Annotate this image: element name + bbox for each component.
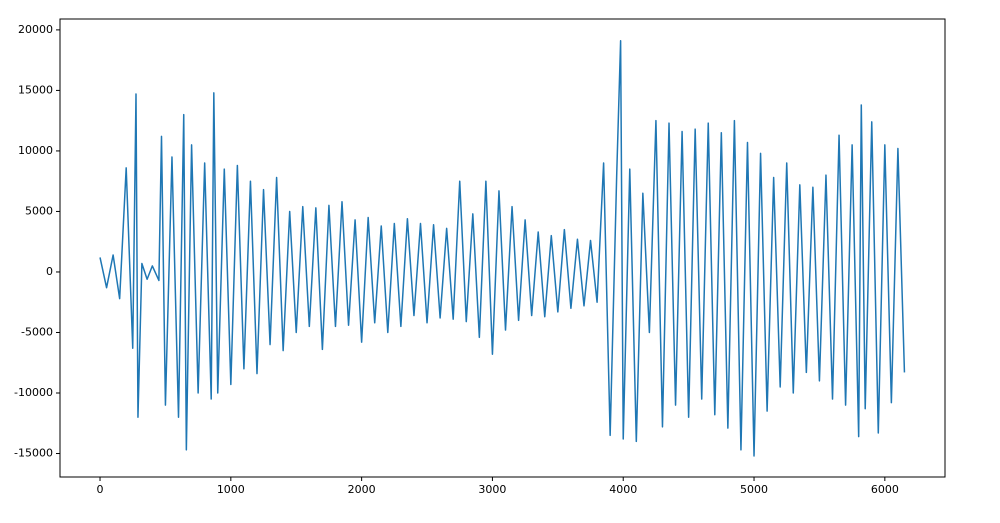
y-tick-label: 5000	[25, 204, 53, 217]
x-tick-label: 1000	[217, 483, 245, 496]
y-tick-label: 20000	[18, 23, 53, 36]
x-tick-label: 6000	[871, 483, 899, 496]
x-tick-label: 0	[97, 483, 104, 496]
y-tick-label: -5000	[21, 325, 53, 338]
x-tick-label: 3000	[478, 483, 506, 496]
y-tick-label: 0	[46, 265, 53, 278]
x-tick-label: 5000	[740, 483, 768, 496]
plot-frame	[59, 18, 946, 478]
y-tick-label: -15000	[14, 447, 53, 460]
y-tick-label: 15000	[18, 83, 53, 96]
waveform-line	[99, 40, 906, 457]
y-tick-label: 10000	[18, 144, 53, 157]
x-tick-label: 2000	[348, 483, 376, 496]
y-tick-label: -10000	[14, 386, 53, 399]
x-tick-label: 4000	[609, 483, 637, 496]
